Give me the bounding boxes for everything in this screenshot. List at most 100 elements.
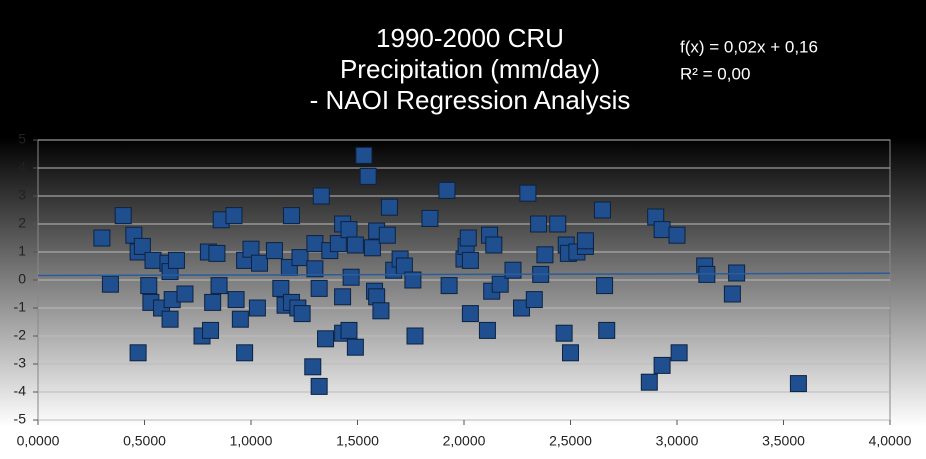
data-point: [242, 240, 260, 258]
data-point: [461, 305, 479, 323]
data-point: [340, 321, 358, 339]
data-point: [519, 184, 537, 202]
data-point: [404, 271, 422, 289]
data-point: [504, 261, 522, 279]
data-point: [282, 207, 300, 225]
data-point: [406, 327, 424, 345]
data-point: [346, 236, 364, 254]
y-tick-label: 3: [18, 187, 26, 203]
title-line: - NAOI Regression Analysis: [310, 85, 631, 115]
x-tick-label: 1,5000: [336, 433, 379, 449]
data-point: [461, 251, 479, 269]
y-tick-label: -4: [14, 383, 27, 399]
data-point: [272, 279, 290, 297]
data-point: [668, 226, 686, 244]
data-point: [231, 310, 249, 328]
data-point: [176, 285, 194, 303]
data-point: [372, 302, 390, 320]
data-point: [304, 358, 322, 376]
data-point: [342, 268, 360, 286]
data-point: [478, 321, 496, 339]
data-point: [133, 237, 151, 255]
data-point: [421, 209, 439, 227]
data-point: [251, 254, 269, 272]
y-tick-label: -1: [14, 299, 27, 315]
data-point: [640, 373, 658, 391]
x-tick-label: 2,5000: [549, 433, 592, 449]
data-point: [227, 291, 245, 309]
data-point: [101, 275, 119, 293]
title-line: 1990-2000 CRU: [376, 23, 564, 53]
data-point: [291, 249, 309, 267]
data-point: [236, 344, 254, 362]
y-tick-label: 4: [18, 159, 26, 175]
data-point: [317, 330, 335, 348]
data-point: [530, 215, 548, 233]
data-point: [525, 291, 543, 309]
data-point: [359, 167, 377, 185]
data-point: [204, 293, 222, 311]
data-point: [378, 226, 396, 244]
data-point: [93, 229, 111, 247]
data-point: [485, 236, 503, 254]
x-tick-label: 2,0000: [443, 433, 486, 449]
data-point: [114, 207, 132, 225]
data-point: [555, 324, 573, 342]
y-tick-label: 2: [18, 215, 26, 231]
data-point: [140, 277, 158, 295]
data-point: [459, 229, 477, 247]
data-point: [334, 288, 352, 306]
data-point: [562, 344, 579, 362]
trendline: [37, 272, 891, 277]
data-point: [596, 277, 614, 295]
data-point: [549, 215, 567, 233]
data-point: [210, 277, 228, 295]
data-point: [310, 279, 328, 297]
data-point: [144, 251, 162, 269]
data-point: [355, 146, 373, 164]
data-point: [312, 187, 330, 205]
data-point: [167, 251, 185, 269]
x-tick-label: 3,5000: [762, 433, 805, 449]
x-tick-label: 0,5000: [123, 433, 166, 449]
data-point: [306, 260, 324, 278]
data-point: [340, 221, 358, 239]
x-tick-label: 1,0000: [230, 433, 273, 449]
y-tick-label: 0: [18, 271, 26, 287]
data-point: [598, 321, 616, 339]
x-tick-label: 3,0000: [656, 433, 699, 449]
title-line: Precipitation (mm/day): [340, 54, 600, 84]
data-point: [310, 377, 328, 395]
data-point: [670, 344, 688, 362]
data-point: [225, 207, 243, 225]
x-tick-label: 4,0000: [869, 433, 912, 449]
data-point: [536, 246, 554, 264]
data-point: [593, 201, 611, 219]
data-point: [576, 232, 594, 250]
data-point: [653, 221, 671, 239]
data-point: [346, 338, 364, 356]
data-point: [265, 242, 283, 260]
data-point: [306, 235, 324, 253]
data-point: [293, 305, 311, 323]
data-point: [129, 344, 147, 362]
y-tick-label: -3: [14, 355, 27, 371]
x-tick-label: 0,0000: [17, 433, 60, 449]
data-point: [208, 244, 226, 262]
data-point: [363, 239, 381, 257]
data-point: [440, 277, 458, 295]
data-point: [329, 235, 347, 253]
data-point: [789, 375, 807, 393]
data-point: [438, 181, 456, 199]
y-tick-label: 5: [18, 131, 26, 147]
trendline-r2: R² = 0,00: [680, 64, 750, 83]
data-point: [653, 356, 671, 374]
data-point: [248, 299, 266, 317]
trendline-equation: f(x) = 0,02x + 0,16: [680, 37, 818, 56]
data-point: [202, 321, 220, 339]
y-tick-label: -2: [14, 327, 27, 343]
y-tick-label: 1: [18, 243, 26, 259]
data-point: [723, 285, 741, 303]
